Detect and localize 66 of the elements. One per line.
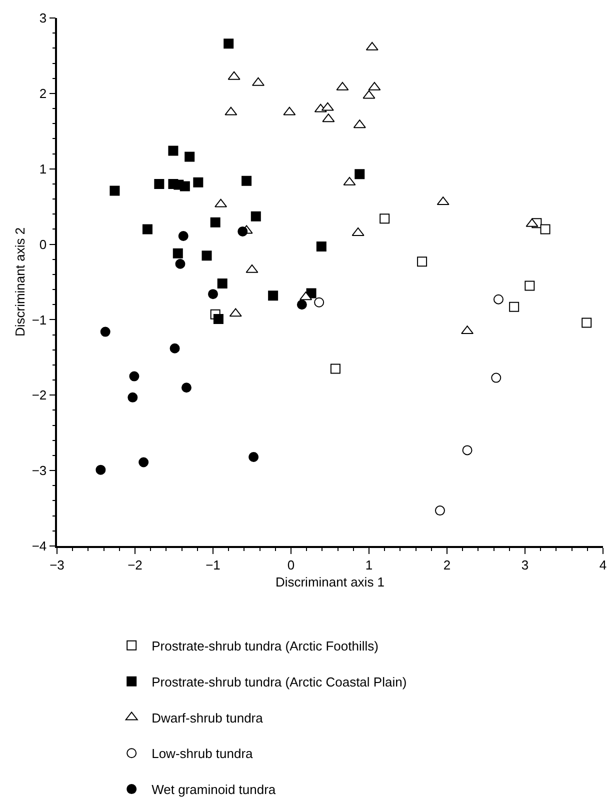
y-tick-label: 2 <box>39 86 47 101</box>
legend-label: Prostrate-shrub tundra (Arctic Foothills) <box>152 638 378 654</box>
x-tick-label: 1 <box>365 557 373 572</box>
point <box>128 392 138 402</box>
point <box>268 290 278 301</box>
y-tick-label: −3 <box>32 463 47 478</box>
point <box>462 445 472 456</box>
point <box>110 186 120 196</box>
point <box>138 457 149 468</box>
point <box>170 343 180 354</box>
point <box>296 300 307 310</box>
x-tick-label: 4 <box>599 557 607 572</box>
y-tick-label: −4 <box>32 538 47 554</box>
point <box>168 146 178 156</box>
point <box>238 226 248 236</box>
x-tick-label: −1 <box>206 557 220 572</box>
legend-label: Low-shrub tundra <box>152 746 254 762</box>
y-tick-label: 0 <box>39 236 47 252</box>
y-tick-label: 1 <box>39 161 47 176</box>
legend-label: Dwarf-shrub tundra <box>152 710 264 726</box>
point <box>184 152 195 162</box>
legend-label: Wet graminoid tundra <box>152 782 276 798</box>
point <box>434 506 445 516</box>
x-tick-label: −2 <box>128 557 142 572</box>
point <box>175 258 186 269</box>
legend-label: Prostrate-shrub tundra (Arctic Coastal Plain) <box>152 674 407 690</box>
point <box>330 364 340 374</box>
point <box>493 294 504 304</box>
x-tick-label: 0 <box>287 557 295 572</box>
point <box>242 176 252 186</box>
point <box>96 464 106 475</box>
y-axis-title: Discriminant axis 2 <box>12 227 28 337</box>
point <box>248 452 259 462</box>
point <box>250 211 261 222</box>
y-tick-label: −1 <box>32 312 47 328</box>
point <box>210 217 220 228</box>
point <box>193 177 204 188</box>
point <box>354 169 365 180</box>
point <box>491 372 502 383</box>
point <box>380 214 390 224</box>
point <box>224 38 234 49</box>
point <box>172 248 183 258</box>
point <box>100 326 110 337</box>
y-tick-label: −2 <box>32 388 47 403</box>
point <box>180 181 190 192</box>
x-axis-title: Discriminant axis 1 <box>275 574 385 590</box>
point <box>202 250 212 261</box>
point <box>213 314 224 324</box>
point <box>582 318 592 328</box>
x-tick-label: −3 <box>50 557 64 572</box>
point <box>129 371 140 382</box>
x-tick-label: 3 <box>521 557 529 572</box>
point <box>154 178 164 189</box>
point <box>178 230 188 241</box>
point <box>181 382 192 393</box>
point <box>142 224 152 234</box>
point <box>314 297 324 308</box>
point <box>524 280 535 291</box>
y-tick-label: 3 <box>39 10 47 26</box>
point <box>509 302 520 312</box>
point <box>208 289 218 300</box>
point <box>316 242 326 252</box>
point <box>417 256 428 267</box>
point <box>540 224 550 234</box>
x-tick-label: 2 <box>443 557 451 572</box>
point <box>217 278 228 289</box>
